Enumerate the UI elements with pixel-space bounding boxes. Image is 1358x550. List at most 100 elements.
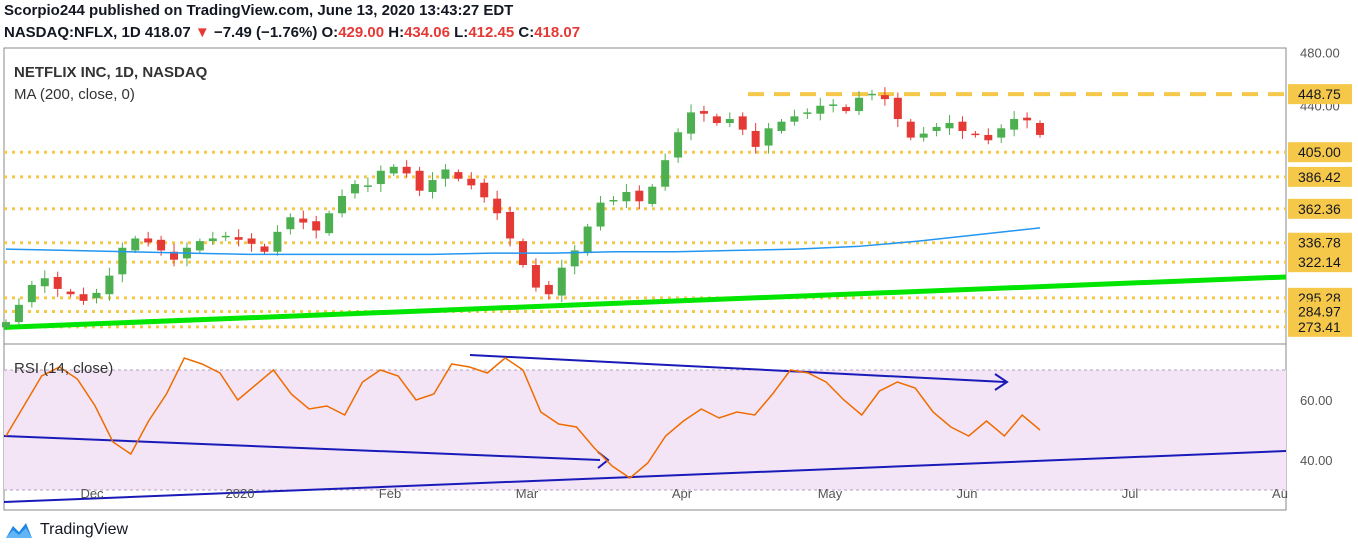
candle-body (764, 128, 773, 146)
candle-body (157, 239, 166, 251)
brand-name: TradingView (40, 521, 129, 538)
candle-body (635, 190, 644, 202)
price-level-tag (1288, 142, 1352, 163)
candle-body (1023, 117, 1032, 121)
open-value: 429.00 (338, 24, 385, 41)
candle-body (273, 231, 282, 252)
arrow-icon (994, 373, 1009, 391)
symbol-label: NASDAQ:NFLX, 1D (4, 24, 141, 41)
last-price: 418.07 (144, 24, 191, 41)
tradingview-icon (6, 523, 32, 538)
rsi-legend: RSI (14, close) (14, 360, 114, 377)
close-label: C: (518, 24, 535, 41)
candle-body (1036, 123, 1044, 135)
price-level-tag (1288, 166, 1352, 187)
candle-body (363, 185, 372, 187)
candle-body (867, 93, 876, 96)
candle-body (790, 116, 799, 122)
candle-body (506, 211, 515, 239)
candle-body (208, 238, 217, 242)
candle-body (855, 97, 864, 112)
candle-body (105, 275, 114, 295)
rsi-trendline-up (3, 450, 1287, 503)
ohlc-legend: NASDAQ:NFLX, 1D 418.07 ▼ −7.49 (−1.76%) … (4, 24, 580, 41)
candle-body (661, 160, 670, 187)
candle-body (674, 132, 683, 158)
candle-body (906, 121, 915, 138)
price-level-label: 336.78 (1298, 235, 1341, 251)
time-tick-label: Au (1272, 486, 1288, 501)
rsi-tick-label: 40.00 (1300, 453, 1333, 468)
candle-body (170, 251, 179, 260)
candle-body (92, 292, 101, 299)
ma-200-line (5, 227, 1041, 256)
candle-body (816, 105, 825, 114)
price-level-label: 405.00 (1298, 144, 1341, 160)
candle-body (699, 111, 708, 114)
price-level-label: 284.97 (1298, 304, 1341, 320)
price-tick-label: 480.00 (1300, 46, 1340, 61)
time-tick-label: May (818, 486, 843, 501)
candle-body (376, 170, 385, 185)
candle-body (919, 133, 928, 138)
rsi-band-fill (4, 370, 1286, 490)
time-tick-label: Jul (1122, 486, 1139, 501)
candle-body (312, 221, 321, 231)
candle-body (725, 119, 734, 123)
high-value: 434.06 (404, 24, 450, 41)
candles (2, 87, 1044, 331)
candle-body (829, 104, 838, 106)
time-tick-label: Dec (80, 486, 104, 501)
change-arrow-icon: ▼ (194, 24, 210, 41)
candle-body (932, 126, 941, 131)
candle-body (454, 172, 463, 179)
candle-body (648, 186, 657, 204)
candle-body (27, 284, 36, 303)
candle-body (144, 238, 153, 243)
candle-body (971, 133, 980, 136)
candle-body (803, 112, 812, 114)
rsi-trendline-top (469, 354, 1006, 383)
candle-body (544, 284, 553, 295)
price-level-tag (1288, 84, 1352, 105)
candle-body (880, 95, 889, 100)
price-level-label: 448.75 (1298, 86, 1341, 102)
candle-body (118, 247, 127, 275)
candle-body (777, 121, 786, 131)
tradingview-logo[interactable]: TradingView (4, 520, 128, 540)
candle-body (945, 123, 954, 129)
candle-body (570, 250, 579, 267)
candle-body (221, 235, 230, 238)
candle-body (531, 265, 540, 288)
candle-body (247, 238, 256, 244)
candle-body (79, 294, 88, 301)
candle-body (299, 218, 308, 223)
candle-body (738, 116, 747, 130)
candle-body (40, 278, 49, 287)
rsi-path (5, 357, 1041, 479)
high-label: H: (388, 24, 405, 41)
publisher-line: Scorpio244 published on TradingView.com,… (4, 2, 514, 19)
candle-body (286, 217, 295, 230)
rsi-trendline-down (3, 435, 601, 461)
price-level-label: 386.42 (1298, 169, 1341, 185)
candle-body (325, 213, 334, 234)
rsi-line (5, 357, 1041, 479)
candle-body (402, 166, 411, 174)
ma-200-path (5, 227, 1041, 256)
candle-body (557, 267, 566, 296)
candle-body (893, 97, 902, 120)
low-value: 412.45 (468, 24, 515, 41)
price-level-label: 362.36 (1298, 201, 1341, 217)
candle-body (467, 178, 476, 186)
price-levels (4, 92, 1286, 329)
candle-body (687, 112, 696, 134)
candle-body (583, 226, 592, 254)
time-tick-label: Apr (672, 486, 693, 501)
candle-body (712, 116, 721, 123)
candle-body (260, 246, 269, 252)
candle-body (131, 238, 140, 251)
price-level-label: 322.14 (1298, 254, 1341, 270)
low-label: L: (454, 24, 469, 41)
